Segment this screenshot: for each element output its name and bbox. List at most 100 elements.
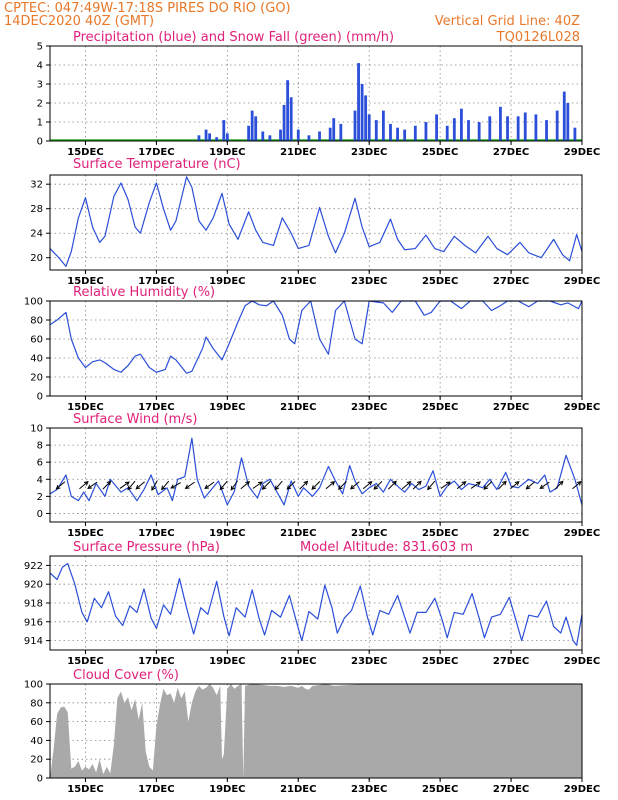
wind-arrow <box>87 481 98 489</box>
wind-arrow-head <box>373 485 379 490</box>
y-tick-label: 0 <box>37 392 43 403</box>
temperature-frame <box>49 174 583 271</box>
wind-arrow <box>286 481 296 490</box>
x-tick-label: 23DEC <box>351 402 387 413</box>
wind-arrow <box>554 481 564 490</box>
x-tick-label: 23DEC <box>351 147 387 158</box>
wind-arrow <box>470 481 481 489</box>
precip-bar <box>254 116 258 141</box>
wind-arrow <box>401 481 411 490</box>
x-tick-label: 21DEC <box>280 528 316 539</box>
wind-arrow-head <box>337 485 343 490</box>
wind-arrow-head <box>135 484 141 490</box>
wind-arrow-head <box>106 480 112 486</box>
x-tick-label: 15DEC <box>67 528 103 539</box>
y-tick-label: 4 <box>37 475 43 486</box>
x-tick-label: 15DEC <box>67 276 103 287</box>
x-tick-label: 21DEC <box>280 147 316 158</box>
precip-bar <box>488 116 492 141</box>
precip-bar <box>215 137 219 141</box>
wind-arrow-head <box>476 481 481 486</box>
x-tick-label: 29DEC <box>564 276 600 287</box>
y-tick-label: 10 <box>30 424 43 435</box>
wind-arrow-head <box>170 484 176 489</box>
x-tick-label: 29DEC <box>564 147 600 158</box>
precipitation-title: Precipitation (blue) and Snow Fall (gree… <box>73 30 394 45</box>
precip-bar <box>445 125 449 141</box>
precip-bar <box>452 118 456 141</box>
wind-arrow <box>151 480 158 491</box>
y-tick-label: 20 <box>30 755 43 766</box>
pressure-line <box>49 562 583 646</box>
precip-bar <box>289 97 293 141</box>
wind-arrow <box>311 481 321 490</box>
y-tick-label: 60 <box>30 335 43 346</box>
wind-arrow <box>373 481 383 490</box>
precip-bar <box>282 104 286 141</box>
wind-arrow <box>185 481 195 489</box>
wind-arrow-head <box>219 485 225 491</box>
wind-arrow <box>539 481 550 489</box>
x-tick-label: 19DEC <box>209 147 245 158</box>
precip-bar <box>381 110 385 141</box>
precip-bar <box>566 103 570 141</box>
wind-arrow-head <box>330 481 336 486</box>
wind-arrow <box>497 481 507 490</box>
wind-arrow-head <box>461 481 467 486</box>
precip-bar <box>460 108 463 141</box>
y-tick-label: 40 <box>30 354 43 365</box>
x-tick-label: 27DEC <box>493 656 529 667</box>
x-tick-label: 15DEC <box>67 147 103 158</box>
wind-arrow <box>79 481 89 490</box>
x-tick-label: 23DEC <box>351 784 387 795</box>
wind-arrow <box>56 481 66 490</box>
y-tick-label: 1 <box>37 118 43 129</box>
x-tick-label: 25DEC <box>422 402 458 413</box>
pressure-title: Surface Pressure (hPa) <box>73 540 220 555</box>
y-tick-label: 2 <box>37 492 43 503</box>
y-tick-label: 80 <box>30 698 43 709</box>
wind-arrow-head <box>416 480 422 486</box>
x-tick-label: 17DEC <box>138 656 174 667</box>
wind-arrow-head <box>576 481 582 486</box>
wind-arrow <box>230 480 238 491</box>
wind-arrow-head <box>161 485 166 491</box>
cloud-cover-title: Cloud Cover (%) <box>73 668 179 683</box>
y-tick-label: 918 <box>24 599 43 610</box>
header-grid-note: Vertical Grid Line: 40Z <box>435 14 580 29</box>
precip-bar <box>506 116 509 141</box>
x-tick-label: 23DEC <box>351 656 387 667</box>
wind-arrow <box>119 481 130 489</box>
precip-bar <box>250 110 254 141</box>
wind-arrow-head <box>124 481 130 486</box>
x-tick-label: 15DEC <box>67 784 103 795</box>
precip-bar <box>435 114 438 141</box>
panels: Precipitation (blue) and Snow Fall (gree… <box>24 30 600 795</box>
wind-frame <box>49 427 583 523</box>
precip-bar <box>318 131 321 141</box>
precip-bar <box>545 120 548 141</box>
humidity-title: Relative Humidity (%) <box>73 285 215 300</box>
precip-bar <box>367 114 371 141</box>
precip-bar <box>516 116 520 141</box>
wind-arrow <box>572 481 582 490</box>
x-tick-label: 17DEC <box>138 147 174 158</box>
wind-arrow-head <box>274 485 280 491</box>
x-tick-label: 19DEC <box>209 528 245 539</box>
y-tick-label: 100 <box>24 680 43 691</box>
precip-bar <box>328 127 332 141</box>
x-tick-label: 21DEC <box>280 276 316 287</box>
x-tick-label: 27DEC <box>493 784 529 795</box>
precip-bar <box>261 131 265 141</box>
wind-arrow <box>170 482 181 489</box>
y-tick-label: 80 <box>30 316 43 327</box>
precip-bar <box>225 133 229 141</box>
temperature-line <box>49 176 583 267</box>
x-tick-label: 25DEC <box>422 276 458 287</box>
precip-bar <box>204 129 208 141</box>
y-tick-label: 24 <box>30 229 43 240</box>
y-tick-label: 3 <box>37 80 43 91</box>
cloud-cover-area <box>50 684 582 778</box>
wind-arrow-head <box>350 484 355 490</box>
precip-bar <box>573 127 577 141</box>
